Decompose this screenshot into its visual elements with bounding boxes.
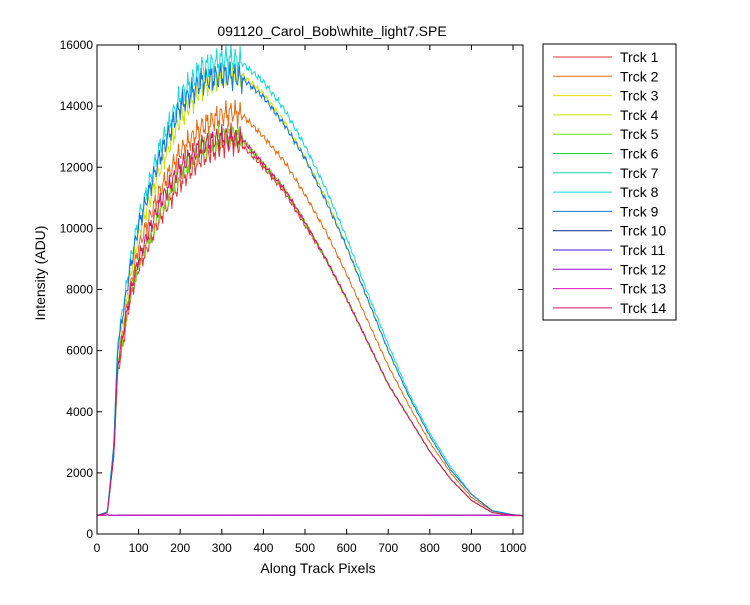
legend-label: Trck 12	[620, 261, 666, 277]
legend-label: Trck 4	[620, 107, 659, 123]
legend-label: Trck 5	[620, 126, 659, 142]
x-tick-label: 0	[94, 541, 101, 555]
legend-label: Trck 1	[620, 49, 659, 65]
x-tick-label: 500	[295, 541, 315, 555]
legend-label: Trck 2	[620, 68, 659, 84]
x-tick-label: 600	[337, 541, 357, 555]
x-tick-label: 400	[253, 541, 273, 555]
y-tick-label: 6000	[66, 344, 93, 358]
legend-label: Trck 13	[620, 281, 666, 297]
y-axis: 0 2000 4000 6000 8000 10000 12000 14000 16000	[60, 38, 523, 541]
x-tick-label: 900	[461, 541, 481, 555]
x-tick-label: 700	[378, 541, 398, 555]
y-tick-label: 10000	[60, 221, 94, 235]
legend-label: Trck 6	[620, 146, 659, 162]
series-line-trck-2	[97, 99, 523, 517]
series-group	[97, 45, 523, 517]
x-axis-label: Along Track Pixels	[260, 560, 375, 576]
plot-frame	[96, 44, 524, 535]
series-line-trck-8	[97, 45, 523, 517]
legend: Trck 1 Trck 2 Trck 3 Trck 4 Trck 5 Trck 6 Trck…	[542, 43, 677, 321]
legend-box	[542, 43, 677, 321]
legend-label: Trck 14	[620, 300, 666, 316]
legend-label: Trck 8	[620, 184, 659, 200]
series-line-trck-13	[97, 514, 523, 517]
x-tick-label: 300	[212, 541, 232, 555]
legend-label: Trck 11	[620, 242, 665, 258]
series-line-trck-5	[97, 124, 523, 517]
series-line-trck-4	[97, 59, 523, 517]
y-tick-label: 14000	[60, 99, 94, 113]
y-tick-label: 2000	[66, 466, 93, 480]
y-tick-label: 0	[86, 527, 93, 541]
y-tick-label: 16000	[60, 38, 94, 52]
legend-label: Trck 10	[620, 223, 666, 239]
chart-title: 091120_Carol_Bob\white_light7.SPE	[217, 23, 446, 39]
legend-label: Trck 3	[620, 88, 659, 104]
y-tick-label: 4000	[66, 405, 93, 419]
x-tick-label: 200	[170, 541, 190, 555]
x-tick-label: 1000	[500, 541, 527, 555]
y-tick-label: 8000	[66, 283, 93, 297]
y-tick-label: 12000	[60, 160, 94, 174]
legend-label: Trck 7	[620, 165, 659, 181]
series-line-trck-14	[97, 122, 523, 517]
y-axis-label: Intensity (ADU)	[32, 226, 48, 321]
x-axis: 0 100 200 300 400 500 600 700 800 900 1000	[94, 45, 527, 555]
x-tick-label: 100	[129, 541, 149, 555]
series-line-trck-9	[97, 61, 523, 517]
x-tick-label: 800	[420, 541, 440, 555]
legend-label: Trck 9	[620, 203, 659, 219]
